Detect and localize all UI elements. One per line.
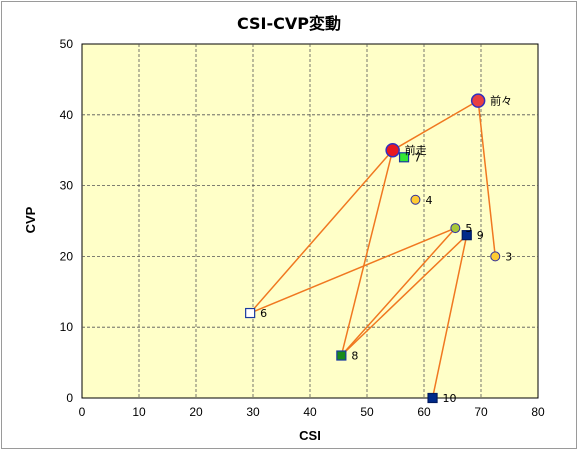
data-point: [410, 194, 421, 205]
data-point: [490, 251, 501, 262]
point-label: 7: [414, 151, 421, 164]
y-tick-label: 20: [60, 249, 74, 263]
point-label: 8: [351, 350, 358, 363]
connector-line: [392, 99, 479, 151]
point-label: 前々: [490, 94, 512, 108]
x-tick-label: 20: [189, 405, 203, 419]
point-label: 3: [505, 250, 512, 263]
chart-title: CSI-CVP変動: [236, 14, 341, 33]
x-tick-label: 40: [303, 405, 317, 419]
x-tick-label: 60: [417, 405, 431, 419]
data-point: [470, 93, 486, 108]
x-tick-label: 50: [360, 405, 374, 419]
point-label: 4: [425, 194, 432, 207]
data-point: [450, 223, 461, 234]
connector-line: [249, 227, 456, 314]
y-tick-label: 30: [60, 179, 74, 193]
x-tick-label: 80: [531, 405, 545, 419]
data-point: [427, 392, 438, 404]
connector-line: [431, 235, 468, 399]
point-label: 前走: [405, 143, 427, 157]
x-axis-label: CSI: [299, 428, 321, 443]
data-point: [385, 142, 400, 158]
x-tick-label: 30: [246, 405, 260, 419]
data-point: [461, 230, 472, 241]
x-tick-label: 70: [474, 405, 488, 419]
connector-line: [340, 234, 468, 357]
connector-line: [340, 227, 456, 357]
y-tick-label: 40: [60, 108, 74, 122]
connector-line: [477, 100, 496, 257]
data-point: [336, 350, 347, 361]
x-tick-label: 10: [132, 405, 146, 419]
connector-line: [340, 150, 394, 356]
point-label: 6: [260, 307, 267, 320]
y-tick-label: 0: [66, 391, 73, 405]
data-point: [398, 152, 410, 163]
y-tick-label: 10: [60, 320, 74, 334]
connector-line: [249, 149, 394, 314]
point-label: 9: [477, 229, 484, 242]
data-point: [245, 307, 256, 319]
x-tick-label: 0: [79, 405, 86, 419]
point-label: 10: [443, 392, 457, 405]
y-tick-label: 50: [60, 37, 74, 51]
point-label: 5: [465, 222, 472, 235]
y-axis-label: CVP: [23, 206, 38, 233]
